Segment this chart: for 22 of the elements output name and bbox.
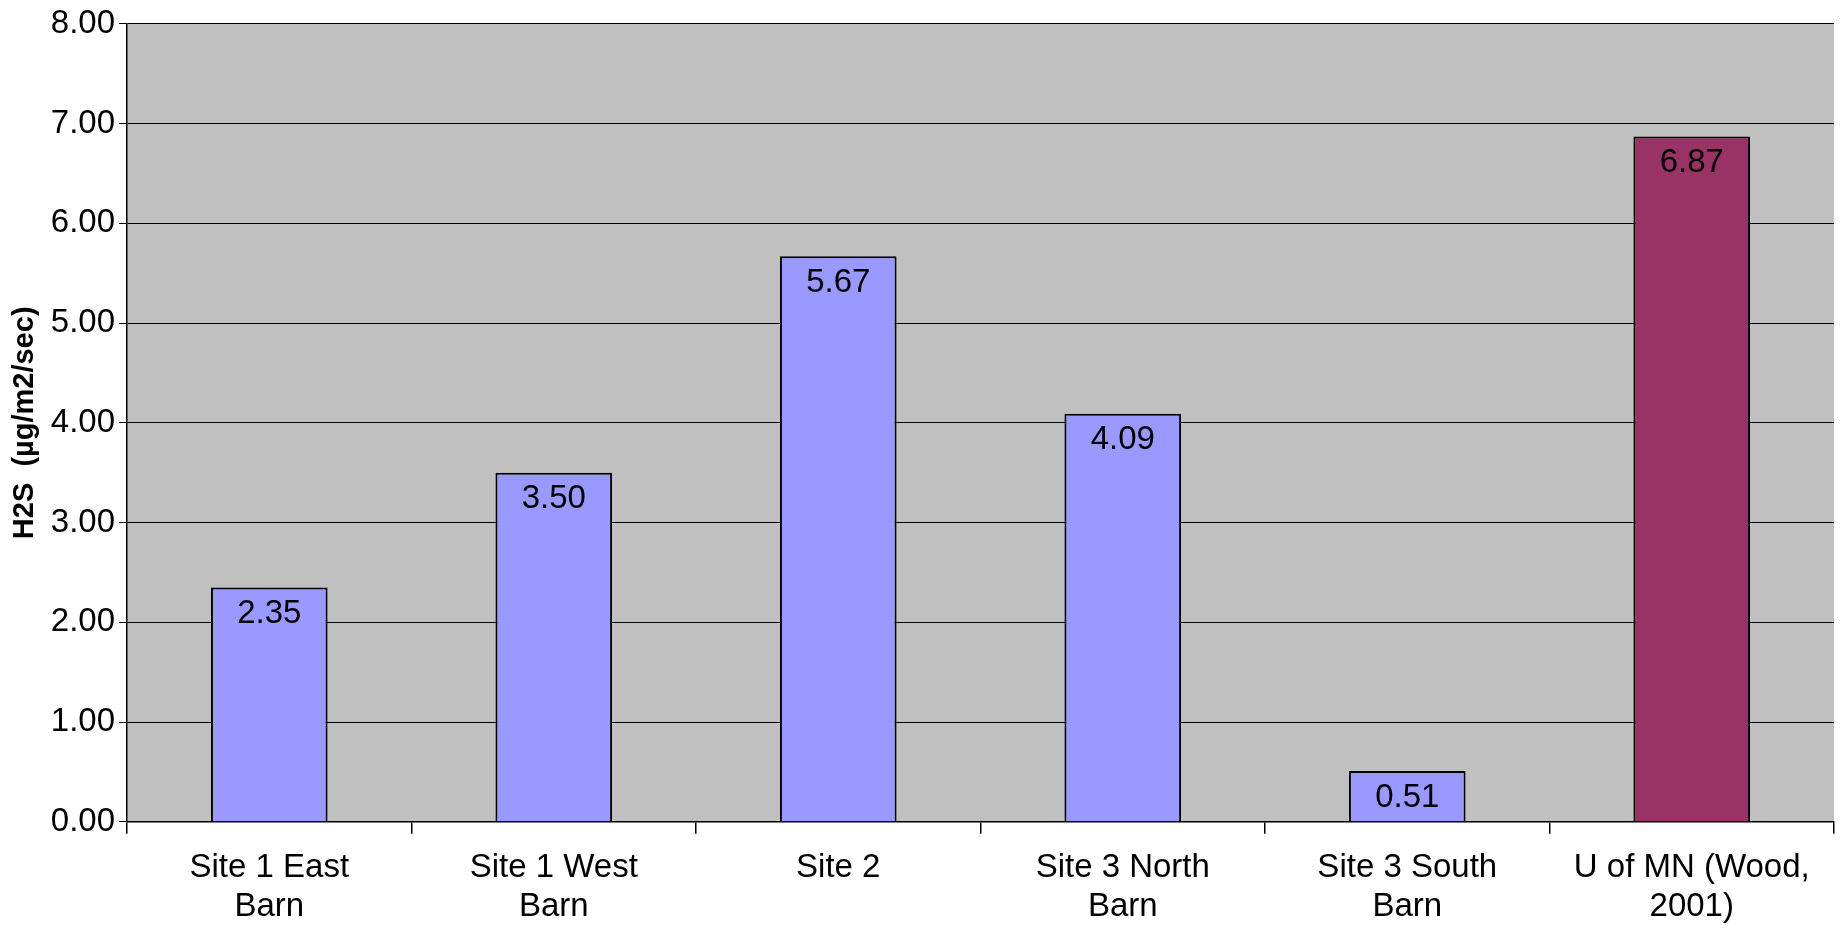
data-label: 4.09 (1090, 419, 1155, 457)
y-tick-label: 5.00 (50, 302, 116, 340)
data-label: 6.87 (1659, 142, 1724, 180)
x-tick-label: Site 3 North Barn (1035, 846, 1210, 924)
y-tick-label: 2.00 (50, 601, 116, 639)
data-label: 5.67 (806, 261, 871, 299)
x-tick-label: Site 1 East Barn (189, 846, 350, 924)
y-tick-label: 6.00 (50, 202, 116, 240)
y-tick-label: 7.00 (50, 102, 116, 140)
data-label: 0.51 (1375, 776, 1440, 814)
y-tick-label: 0.00 (50, 800, 116, 838)
y-tick-label: 4.00 (50, 401, 116, 439)
x-tick-label: Site 2 (796, 846, 881, 884)
x-tick-label: Site 1 West Barn (469, 846, 638, 924)
y-tick-label: 3.00 (50, 501, 116, 539)
y-axis-title: H2S (µg/m2/sec) (7, 306, 40, 540)
y-tick-label: 1.00 (50, 701, 116, 739)
data-label: 2.35 (237, 592, 302, 630)
x-tick-label: Site 3 South Barn (1317, 846, 1498, 924)
data-label: 3.50 (521, 478, 586, 516)
x-tick-label: U of MN (Wood, 2001) (1573, 846, 1810, 924)
y-tick-label: 8.00 (50, 2, 116, 40)
